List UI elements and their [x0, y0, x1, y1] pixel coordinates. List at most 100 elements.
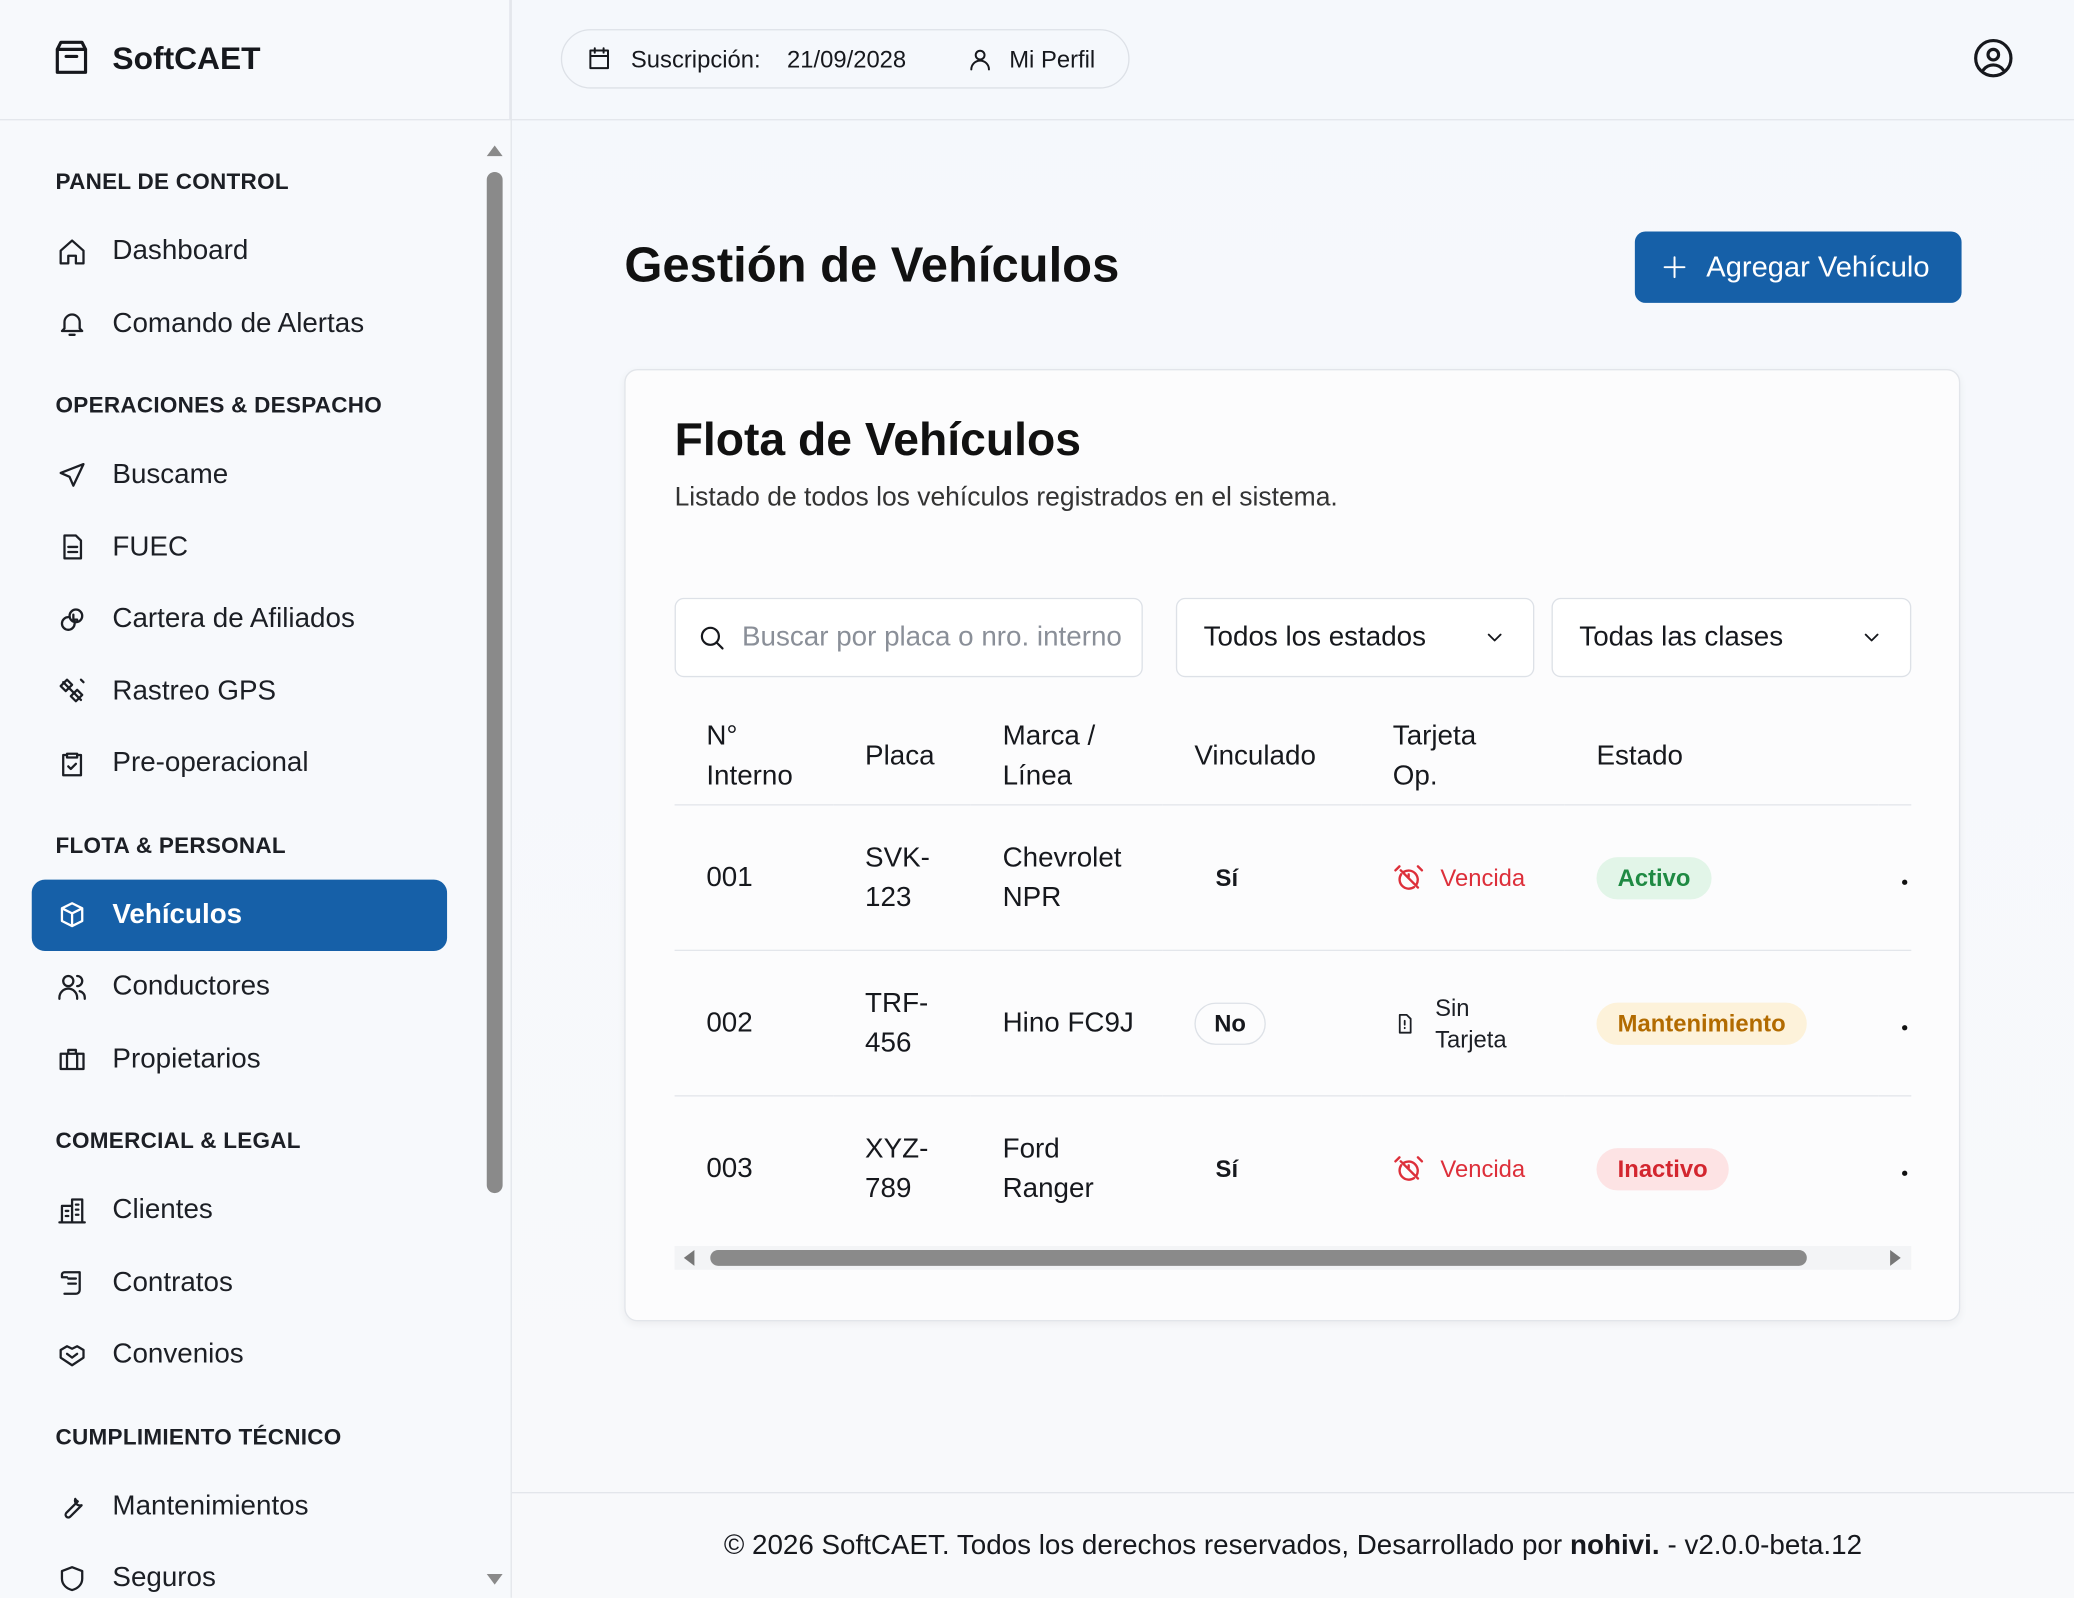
- cell[interactable]: [1878, 950, 1912, 1097]
- h-scrollbar: [674, 1245, 1912, 1270]
- interno: 002: [706, 1007, 753, 1038]
- status-filter[interactable]: Todos los estados: [1175, 597, 1535, 678]
- search-placeholder[interactable]: Buscar por placa o nro. interno: [742, 621, 1122, 653]
- icon: [59, 238, 85, 264]
- icon: [58, 1197, 86, 1223]
- user-menu[interactable]: [1972, 37, 2014, 79]
- icon: [60, 313, 84, 336]
- nav-item[interactable]: Seguros: [32, 1542, 447, 1598]
- status-filter-label[interactable]: Todos los estados: [1203, 621, 1427, 653]
- class-filter-label[interactable]: Todas las clases: [1579, 621, 1784, 653]
- h-scrollbar-thumb[interactable]: [710, 1249, 1807, 1266]
- footer-author[interactable]: nohivi.: [1570, 1530, 1660, 1561]
- column-header: Vinculado: [1162, 708, 1362, 806]
- vehicle-row[interactable]: 003 XYZ-789 Ford Ranger Sí Vencida Inactivo: [675, 1096, 1912, 1241]
- row-actions[interactable]: [1901, 878, 1909, 886]
- icon: [63, 534, 83, 560]
- icon: [1394, 1155, 1424, 1181]
- nav-label[interactable]: Comando de Alertas: [112, 307, 365, 338]
- column-label: Placa: [865, 740, 935, 772]
- nav-label[interactable]: Convenios: [112, 1338, 244, 1369]
- icon: [60, 1271, 81, 1295]
- scrollbar-thumb[interactable]: [486, 171, 503, 1194]
- cell[interactable]: [1878, 1096, 1911, 1241]
- cell: Activo: [1564, 804, 1879, 952]
- nav-label[interactable]: Rastreo GPS: [112, 675, 277, 706]
- chevron: [1487, 633, 1502, 642]
- nav-label[interactable]: Propietarios: [112, 1042, 261, 1074]
- nav-label[interactable]: Dashboard: [112, 235, 249, 266]
- column-label: Marca / Línea: [1002, 720, 1096, 791]
- column-header: Marca / Línea: [970, 708, 1163, 806]
- nav-label[interactable]: Pre-operacional: [112, 747, 309, 778]
- vehicle-row[interactable]: 001 SVK-123 Chevrolet NPR Sí Vencida Activo: [674, 804, 1912, 952]
- nav-label[interactable]: Vehículos: [112, 898, 243, 930]
- nav-label[interactable]: Mantenimientos: [112, 1490, 309, 1521]
- nav-label[interactable]: Conductores: [112, 970, 270, 1002]
- column-header: N° Interno: [674, 708, 834, 806]
- nav-label[interactable]: Contratos: [112, 1266, 233, 1297]
- nav-item[interactable]: Vehículos: [31, 878, 448, 951]
- nav-item[interactable]: Buscame: [32, 439, 447, 510]
- column-header: Estado: [1564, 708, 1879, 806]
- icon: [59, 462, 85, 487]
- vehicle-row[interactable]: 002 TRF-456 Hino FC9J No Sin Tarjeta Mantenim…: [674, 950, 1912, 1097]
- nav-label[interactable]: Buscame: [112, 458, 229, 490]
- brand: SoftCAET: [112, 41, 261, 77]
- nav-item[interactable]: Pre-operacional: [32, 727, 447, 798]
- nav-item[interactable]: Conductores: [32, 951, 447, 1022]
- nav-item[interactable]: Dashboard: [32, 216, 447, 287]
- page-title: Gestión de Vehículos: [624, 238, 1120, 293]
- cell: No: [1162, 950, 1362, 1097]
- nav-label[interactable]: FUEC: [112, 531, 189, 562]
- scroll-right[interactable]: [1887, 1249, 1903, 1268]
- column-label: Vinculado: [1194, 740, 1316, 772]
- interno: 003: [706, 1152, 753, 1184]
- tarjeta: Vencida: [1393, 1153, 1565, 1185]
- cell[interactable]: [1878, 804, 1912, 952]
- scroll-down[interactable]: [484, 1571, 505, 1587]
- search-box[interactable]: Buscar por placa o nro. interno: [674, 597, 1143, 678]
- icon: [1394, 864, 1424, 890]
- column-label: Tarjeta Op.: [1392, 720, 1477, 791]
- subscription-pill: Suscripción: 21/09/2028 Mi Perfil: [560, 29, 1130, 89]
- nav-item[interactable]: Mantenimientos: [32, 1470, 447, 1541]
- vehicle-table: N° Interno Placa Marca / Línea Vinculado Tar…: [674, 708, 1912, 1241]
- icon: [1398, 1013, 1412, 1033]
- nav-item[interactable]: FUEC: [32, 511, 447, 582]
- icon: [60, 607, 84, 631]
- column-header: [1878, 708, 1912, 806]
- chevron: [1864, 633, 1879, 642]
- cell: Vencida: [1361, 804, 1565, 952]
- icon: [62, 751, 83, 776]
- nav-item[interactable]: Propietarios: [32, 1023, 447, 1094]
- table-header: N° Interno Placa Marca / Línea Vinculado Tar…: [674, 708, 1912, 806]
- cell: Hino FC9J: [970, 950, 1163, 1097]
- profile-label[interactable]: Mi Perfil: [1009, 45, 1096, 73]
- profile-link[interactable]: Mi Perfil: [967, 41, 1095, 78]
- logo: [55, 40, 88, 74]
- scroll-up[interactable]: [484, 143, 505, 159]
- nav-label[interactable]: Clientes: [112, 1194, 213, 1225]
- cell: Chevrolet NPR: [970, 804, 1163, 952]
- class-filter[interactable]: Todas las clases: [1551, 597, 1912, 678]
- nav-item[interactable]: Contratos: [32, 1247, 447, 1318]
- row-actions[interactable]: [1901, 1169, 1909, 1177]
- nav-item[interactable]: Rastreo GPS: [32, 655, 447, 726]
- nav-item[interactable]: Convenios: [32, 1319, 447, 1390]
- cell: Inactivo: [1565, 1096, 1878, 1241]
- add-button-label[interactable]: Agregar Vehículo: [1706, 249, 1930, 284]
- nav-item[interactable]: Cartera de Afiliados: [32, 583, 447, 654]
- nav-label[interactable]: Seguros: [112, 1562, 216, 1593]
- nav-label[interactable]: Cartera de Afiliados: [112, 603, 355, 634]
- row-actions[interactable]: [1901, 1023, 1909, 1031]
- tarjeta-label: Vencida: [1440, 864, 1526, 891]
- vinculado: Sí: [1215, 1155, 1239, 1182]
- nav-item[interactable]: Comando de Alertas: [32, 288, 447, 359]
- nav-item[interactable]: Clientes: [32, 1175, 447, 1246]
- scroll-left[interactable]: [681, 1249, 697, 1268]
- cell: 002: [674, 950, 834, 1097]
- add-button[interactable]: Agregar Vehículo: [1634, 231, 1962, 303]
